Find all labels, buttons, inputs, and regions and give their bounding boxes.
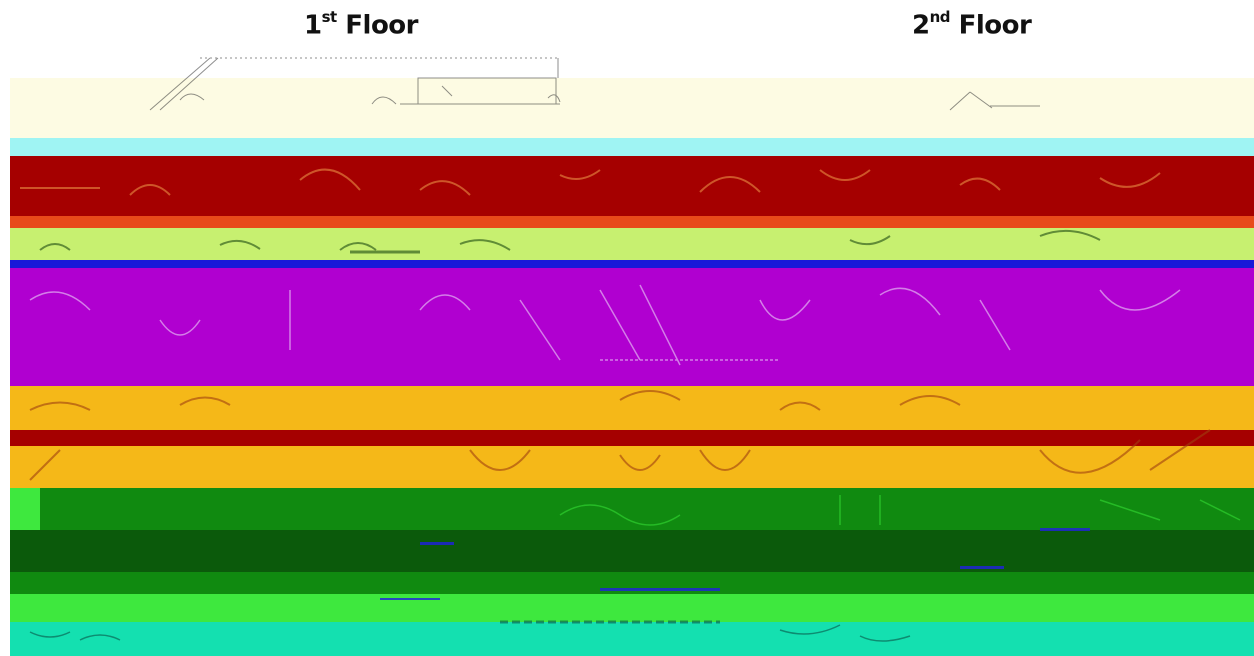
orange-red-band [10,216,1254,228]
pattern-marks-teal [29,620,911,642]
pattern-marks-lime [39,229,1101,254]
plan-strokes [149,57,1040,111]
title-second-floor-label: Floor [958,10,1032,41]
blue-band [10,260,1254,268]
title-first-floor: 1st Floor [304,8,418,41]
dark-red-thin-band [10,430,1254,446]
pattern-marks-magenta [29,284,1181,366]
lime-band [10,228,1254,260]
title-first-floor-suffix: st [321,8,338,26]
pattern-marks-red [20,168,1161,196]
dark-red-band [10,156,1254,216]
title-second-floor: 2nd Floor [912,8,1032,41]
pattern-marks-amber [29,390,1211,481]
cream-band [10,78,1254,138]
pattern-marks-green [559,495,1241,526]
title-first-floor-number: 1 [304,10,322,41]
green-lower-band [10,572,1254,594]
pattern-marks-blue [380,528,1090,600]
left-bright-green-edge [10,488,40,530]
title-second-floor-suffix: nd [929,8,951,26]
magenta-band [10,268,1254,386]
dark-green-band [10,530,1254,572]
title-second-floor-number: 2 [912,10,930,41]
teal-band [10,622,1254,656]
bright-green-band [10,594,1254,622]
green-band [10,488,1254,530]
title-first-floor-label: Floor [345,10,418,41]
cyan-band [10,138,1254,156]
